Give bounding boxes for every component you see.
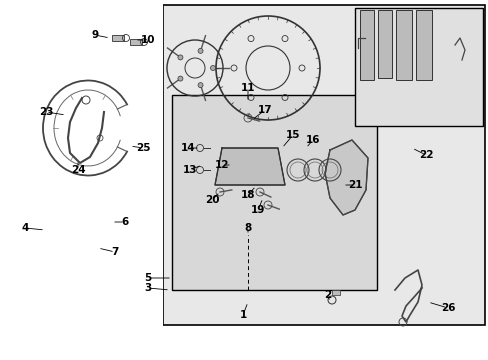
Bar <box>354 8 482 126</box>
Text: 1: 1 <box>239 310 246 320</box>
Text: 24: 24 <box>71 165 85 175</box>
Text: 6: 6 <box>121 217 128 227</box>
Text: 18: 18 <box>240 190 255 200</box>
Circle shape <box>178 55 183 60</box>
Bar <box>395 10 411 80</box>
Circle shape <box>210 66 215 71</box>
Text: 2: 2 <box>324 290 331 300</box>
Text: 9: 9 <box>91 30 99 40</box>
Text: 19: 19 <box>250 205 264 215</box>
Bar <box>0 0 163 360</box>
Bar <box>377 10 391 78</box>
Text: 13: 13 <box>183 165 197 175</box>
Text: 5: 5 <box>144 273 151 283</box>
Text: 25: 25 <box>136 143 150 153</box>
Text: 11: 11 <box>240 83 255 93</box>
Polygon shape <box>325 140 367 215</box>
Text: 7: 7 <box>111 247 119 257</box>
Bar <box>172 95 376 290</box>
Text: 15: 15 <box>285 130 300 140</box>
Text: 20: 20 <box>204 195 219 205</box>
Text: 17: 17 <box>257 105 272 115</box>
Text: 14: 14 <box>181 143 195 153</box>
Text: 10: 10 <box>141 35 155 45</box>
Text: 16: 16 <box>305 135 320 145</box>
Circle shape <box>198 82 203 87</box>
Text: 26: 26 <box>440 303 454 313</box>
Circle shape <box>178 76 183 81</box>
Bar <box>359 10 373 80</box>
Bar <box>331 290 339 295</box>
Polygon shape <box>215 148 285 185</box>
Circle shape <box>198 48 203 53</box>
Text: 8: 8 <box>244 223 251 233</box>
Text: 23: 23 <box>39 107 53 117</box>
Text: 3: 3 <box>144 283 151 293</box>
Text: 4: 4 <box>21 223 29 233</box>
Bar <box>415 10 431 80</box>
Bar <box>163 5 484 325</box>
Text: 22: 22 <box>418 150 432 160</box>
Bar <box>130 39 142 45</box>
Text: 21: 21 <box>347 180 362 190</box>
Text: 12: 12 <box>214 160 229 170</box>
Bar <box>112 35 124 41</box>
